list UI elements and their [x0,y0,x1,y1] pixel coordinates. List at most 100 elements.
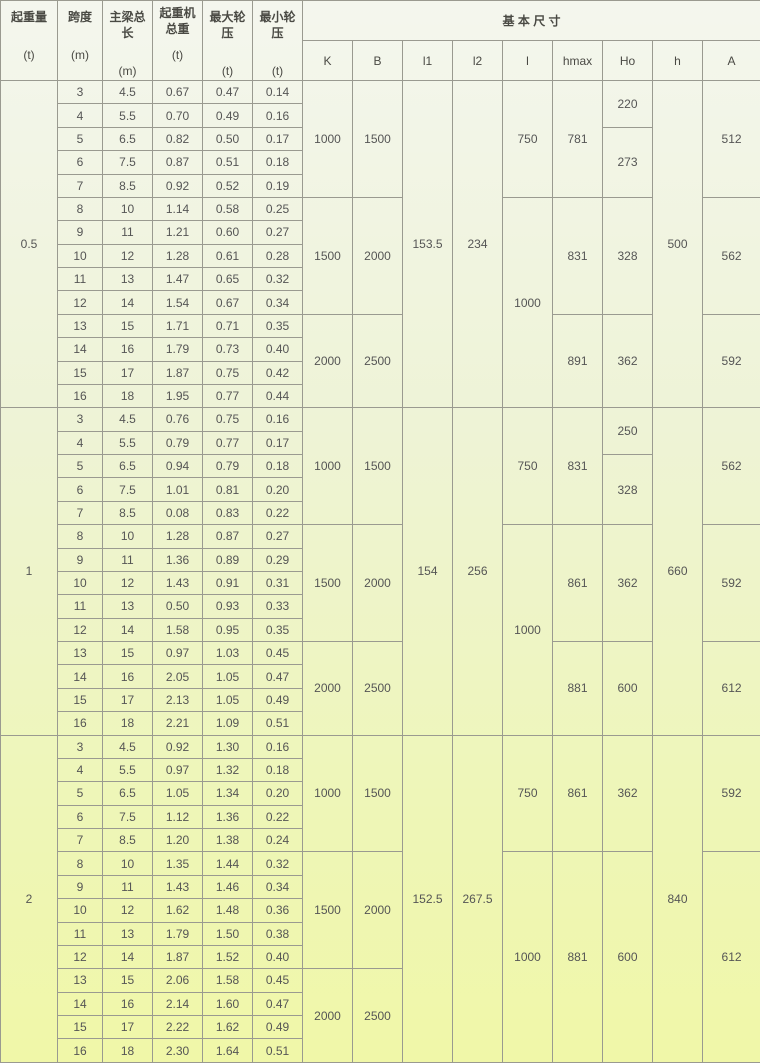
dim-hmax-cell: 831 [553,197,603,314]
column-header-unit: (m) [103,63,152,79]
crane-weight-cell: 2.13 [153,688,203,711]
max-wheel-load-cell: 1.09 [203,712,253,735]
crane-weight-cell: 0.82 [153,127,203,150]
dim-a-cell: 592 [703,525,760,642]
min-wheel-load-cell: 0.51 [253,712,303,735]
max-wheel-load-cell: 1.50 [203,922,253,945]
column-header: 起重机总重(t) [153,1,203,81]
dim-ho-cell: 362 [603,314,653,408]
max-wheel-load-cell: 0.67 [203,291,253,314]
min-wheel-load-cell: 0.34 [253,875,303,898]
dim-k-cell: 2000 [303,314,353,408]
beam-length-cell: 18 [103,384,153,407]
min-wheel-load-cell: 0.16 [253,104,303,127]
dim-k-cell: 1000 [303,81,353,198]
dim-b-cell: 2500 [353,642,403,736]
dim-header: Ho [603,41,653,81]
crane-weight-cell: 1.20 [153,829,203,852]
min-wheel-load-cell: 0.47 [253,665,303,688]
span-cell: 13 [58,969,103,992]
crane-weight-cell: 1.79 [153,338,203,361]
span-cell: 3 [58,81,103,104]
max-wheel-load-cell: 0.73 [203,338,253,361]
min-wheel-load-cell: 0.19 [253,174,303,197]
span-cell: 5 [58,455,103,478]
crane-weight-cell: 0.92 [153,174,203,197]
span-cell: 5 [58,782,103,805]
beam-length-cell: 15 [103,642,153,665]
min-wheel-load-cell: 0.27 [253,221,303,244]
dim-k-cell: 2000 [303,969,353,1063]
dim-l1-cell: 154 [403,408,453,735]
span-cell: 8 [58,852,103,875]
crane-weight-cell: 1.62 [153,899,203,922]
dim-k-cell: 1000 [303,735,353,852]
beam-length-cell: 18 [103,1039,153,1062]
min-wheel-load-cell: 0.16 [253,735,303,758]
max-wheel-load-cell: 1.32 [203,758,253,781]
beam-length-cell: 7.5 [103,805,153,828]
dim-header: A [703,41,760,81]
dim-hmax-cell: 781 [553,81,603,198]
group-header: 基 本 尺 寸 [303,1,760,41]
span-cell: 12 [58,291,103,314]
max-wheel-load-cell: 1.60 [203,992,253,1015]
dim-ho-cell: 328 [603,455,653,525]
span-cell: 13 [58,314,103,337]
dim-header: l2 [453,41,503,81]
min-wheel-load-cell: 0.32 [253,268,303,291]
max-wheel-load-cell: 0.83 [203,501,253,524]
max-wheel-load-cell: 1.64 [203,1039,253,1062]
crane-weight-cell: 0.67 [153,81,203,104]
dim-hmax-cell: 881 [553,642,603,736]
max-wheel-load-cell: 1.46 [203,875,253,898]
max-wheel-load-cell: 0.91 [203,571,253,594]
crane-weight-cell: 0.87 [153,151,203,174]
max-wheel-load-cell: 1.58 [203,969,253,992]
dim-k-cell: 1500 [303,852,353,969]
min-wheel-load-cell: 0.36 [253,899,303,922]
beam-length-cell: 8.5 [103,174,153,197]
span-cell: 6 [58,805,103,828]
beam-length-cell: 4.5 [103,81,153,104]
column-header-unit: (t) [203,63,252,79]
span-cell: 7 [58,501,103,524]
beam-length-cell: 17 [103,1016,153,1039]
min-wheel-load-cell: 0.35 [253,618,303,641]
dim-ho-cell: 600 [603,852,653,1062]
span-cell: 11 [58,268,103,291]
beam-length-cell: 13 [103,922,153,945]
min-wheel-load-cell: 0.38 [253,922,303,945]
span-cell: 15 [58,1016,103,1039]
beam-length-cell: 7.5 [103,478,153,501]
crane-weight-cell: 1.43 [153,875,203,898]
beam-length-cell: 16 [103,665,153,688]
dim-l2-cell: 234 [453,81,503,408]
span-cell: 16 [58,1039,103,1062]
max-wheel-load-cell: 1.05 [203,665,253,688]
beam-length-cell: 4.5 [103,408,153,431]
min-wheel-load-cell: 0.32 [253,852,303,875]
column-header: 跨度(m) [58,1,103,81]
dim-ho-cell: 362 [603,735,653,852]
span-cell: 13 [58,642,103,665]
min-wheel-load-cell: 0.34 [253,291,303,314]
max-wheel-load-cell: 1.36 [203,805,253,828]
min-wheel-load-cell: 0.49 [253,1016,303,1039]
span-cell: 11 [58,595,103,618]
dim-hmax-cell: 831 [553,408,603,525]
beam-length-cell: 18 [103,712,153,735]
crane-weight-cell: 1.28 [153,244,203,267]
beam-length-cell: 15 [103,314,153,337]
dim-a-cell: 612 [703,852,760,1062]
max-wheel-load-cell: 0.87 [203,525,253,548]
dim-l1-cell: 152.5 [403,735,453,1062]
min-wheel-load-cell: 0.20 [253,478,303,501]
max-wheel-load-cell: 0.77 [203,431,253,454]
min-wheel-load-cell: 0.16 [253,408,303,431]
beam-length-cell: 12 [103,571,153,594]
beam-length-cell: 17 [103,688,153,711]
crane-weight-cell: 0.79 [153,431,203,454]
dim-header: l1 [403,41,453,81]
